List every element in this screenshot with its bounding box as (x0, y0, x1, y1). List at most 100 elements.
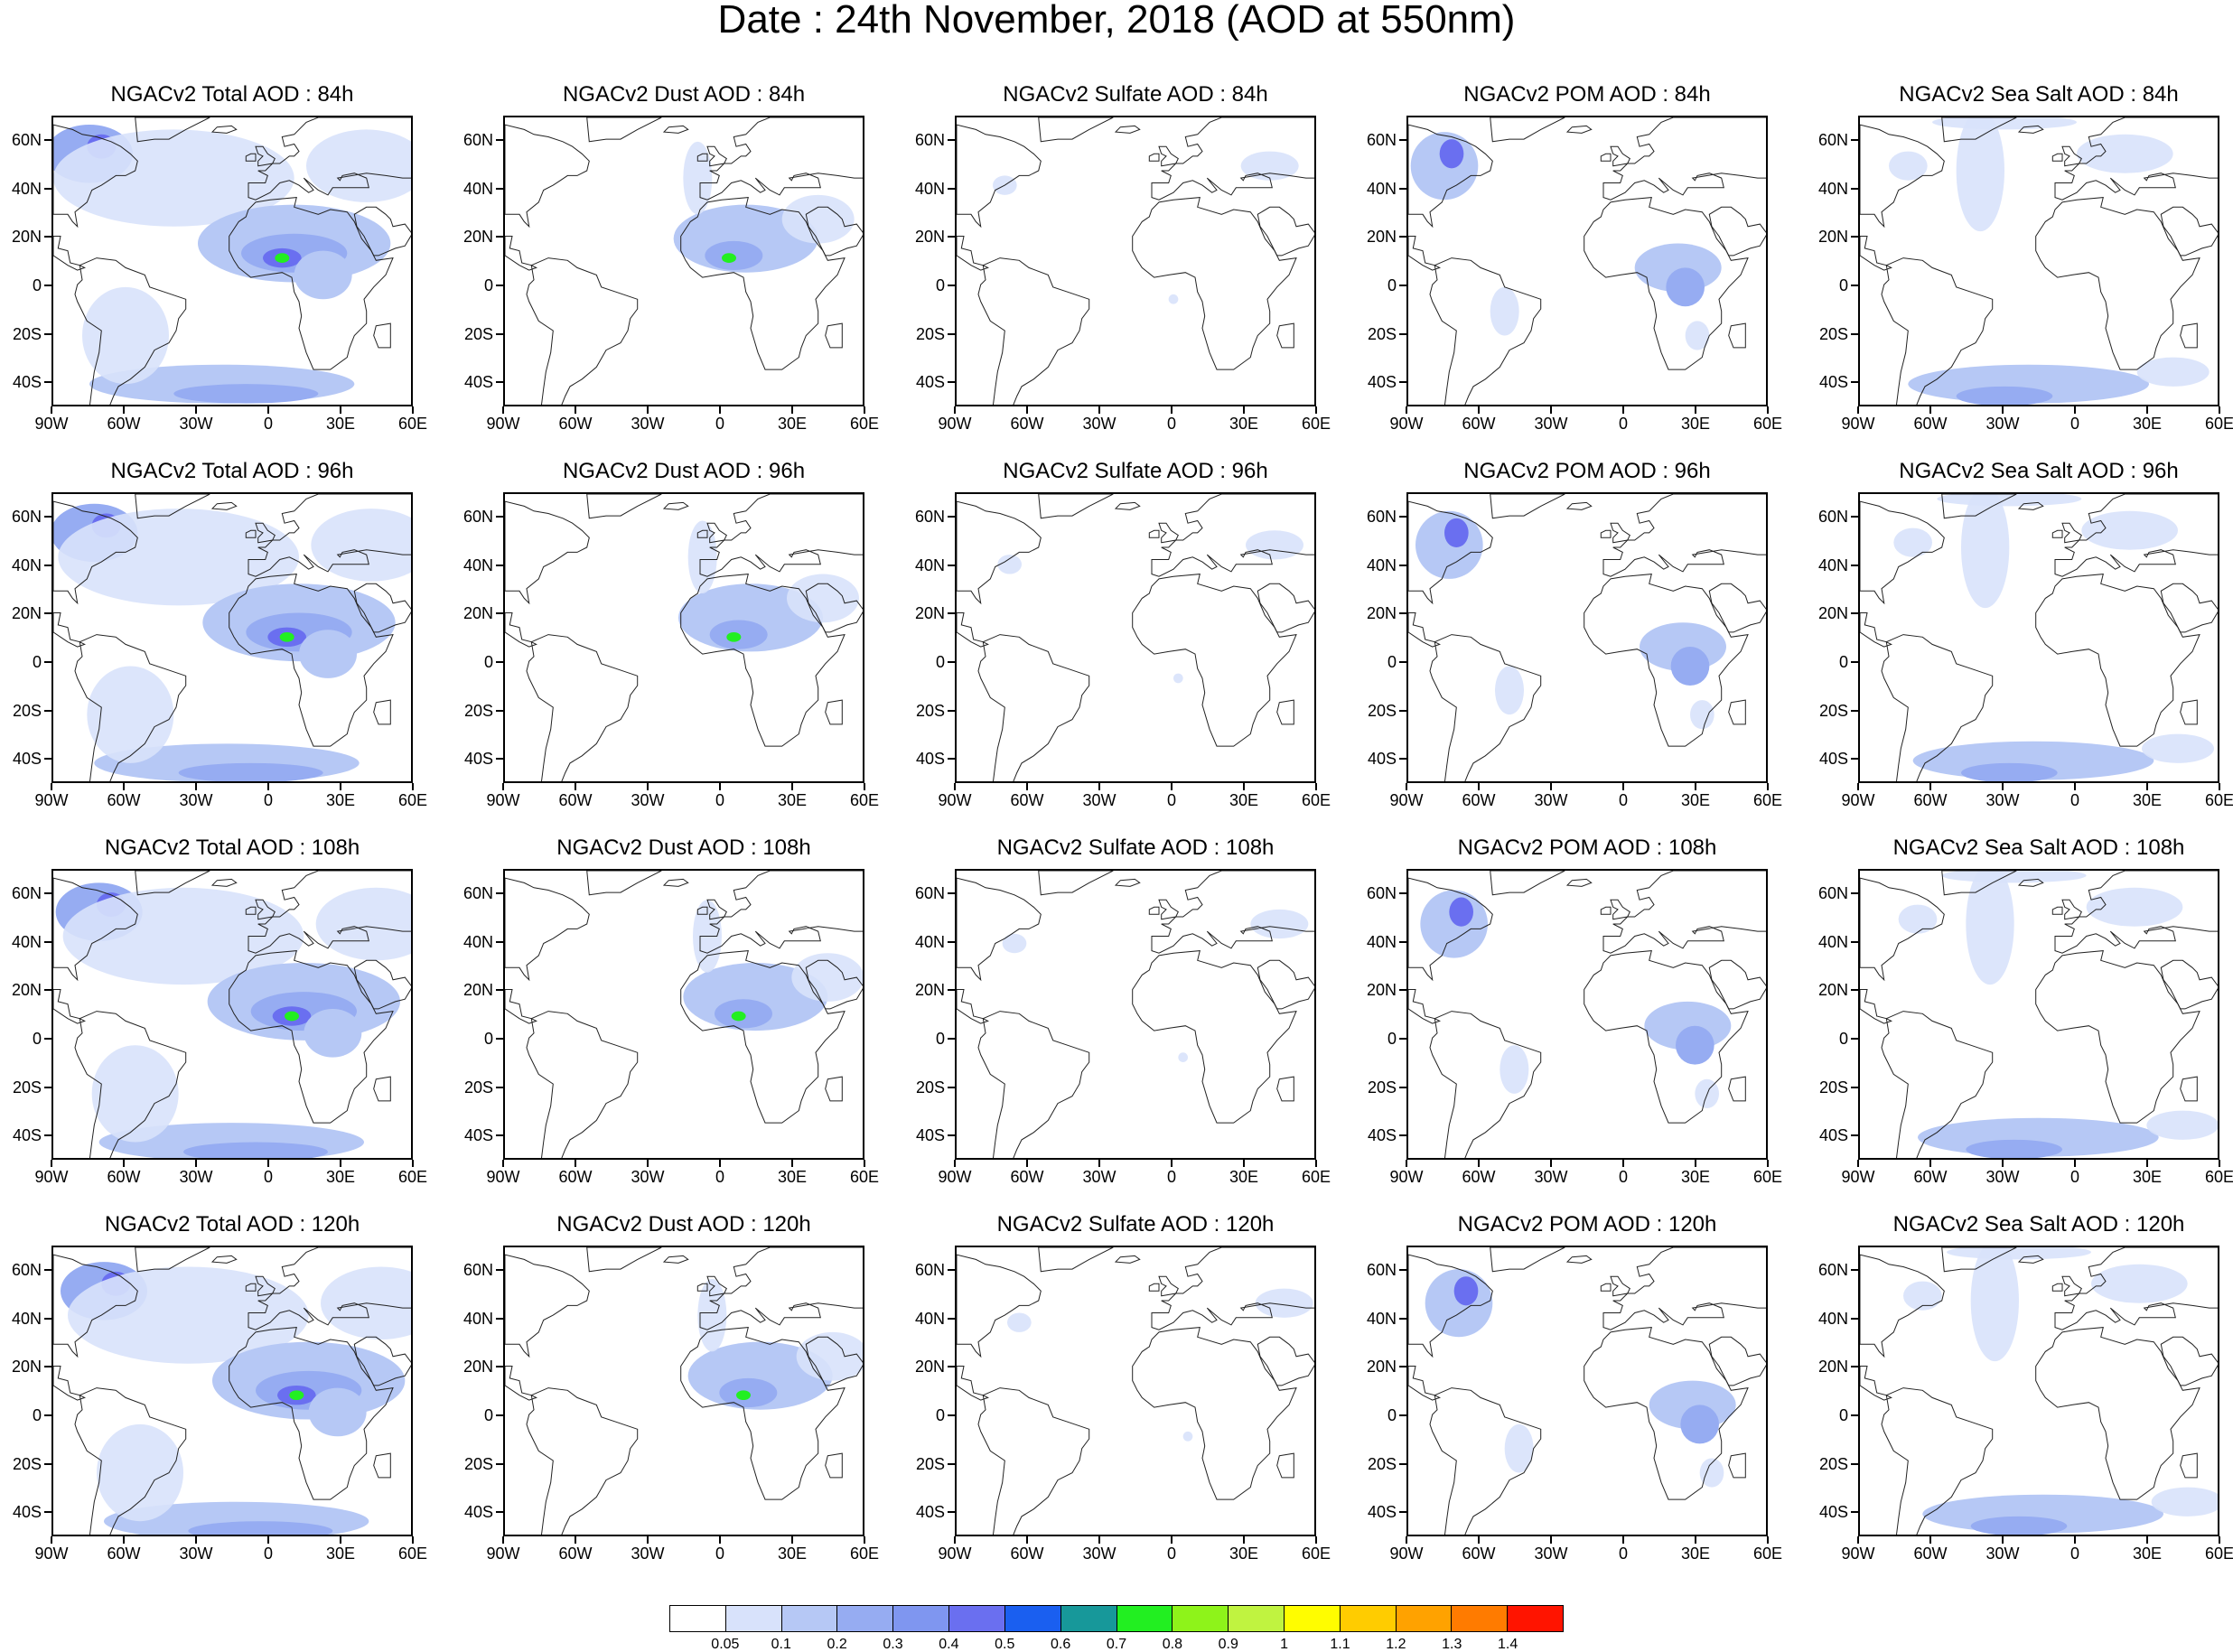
lon-tick (647, 1160, 649, 1167)
lon-tick (1550, 1160, 1552, 1167)
coastline-arabia (353, 959, 411, 1010)
colorbar-label: 0.9 (1218, 1637, 1238, 1652)
coastline-south-america (526, 634, 639, 781)
lat-tick-label: 40S (12, 1126, 42, 1145)
lat-tick (948, 612, 955, 615)
lon-tick (1171, 1160, 1173, 1167)
lat-tick-label: 0 (1838, 1405, 1848, 1424)
map-canvas (53, 117, 411, 405)
lon-tick-label: 30E (325, 1545, 356, 1563)
map-frame (1858, 1246, 2219, 1536)
lat-tick (1399, 564, 1406, 566)
colorbar-label: 0.05 (711, 1637, 740, 1652)
lon-tick-label: 60E (1301, 791, 1331, 809)
map-frame (955, 1246, 1316, 1536)
coastline-greenland (135, 1247, 210, 1273)
coastline-south-america (977, 1387, 1090, 1535)
lat-tick-label: 0 (1387, 652, 1397, 671)
map-panel-sea-salt-0: NGACv2 Sea Salt AOD : 84h 60N 40N 20N 0 20S 40… (1808, 81, 2233, 452)
lon-tick (1406, 1536, 1407, 1544)
coastline-iberia-europe (248, 1247, 411, 1330)
map-panel-dust-2: NGACv2 Dust AOD : 108h 60N 40N 20N 0 20S 40S 90… (453, 835, 905, 1205)
coastline-iberia-europe (248, 871, 411, 954)
map-canvas (505, 117, 863, 405)
coastline-iceland (210, 1255, 238, 1264)
colorbar-swatch (1284, 1606, 1341, 1631)
colorbar-label: 0.4 (939, 1637, 959, 1652)
colorbar-label: 1.4 (1498, 1637, 1518, 1652)
coastline-iberia-europe (1602, 117, 1766, 201)
lon-tick-label: 30E (1229, 1168, 1259, 1186)
lat-tick (44, 381, 51, 384)
lon-tick (1315, 783, 1317, 790)
lat-tick (44, 138, 51, 141)
lon-tick-label: 60W (1913, 1168, 1948, 1186)
lat-tick (44, 187, 51, 190)
lat-tick (1399, 1462, 1406, 1465)
lat-tick-label: 40N (462, 179, 493, 198)
aod-plume-light (1168, 294, 1179, 304)
aod-plume-light (53, 129, 294, 227)
coastline-madagascar (373, 699, 391, 725)
coastline-greenland (1490, 1247, 1565, 1273)
lon-tick-label: 30W (1082, 1545, 1116, 1563)
coastline-madagascar (1276, 322, 1294, 349)
lon-tick (719, 783, 721, 790)
colorbar-swatch (1396, 1606, 1453, 1631)
coastline-madagascar (1728, 699, 1746, 725)
lon-tick (1929, 406, 1931, 414)
aod-plume-light (62, 887, 304, 985)
lat-tick (1851, 1511, 1858, 1514)
coastline-iceland (210, 501, 238, 510)
lat-tick-label: 20N (914, 981, 945, 1000)
coastline-greenland (1941, 117, 2017, 143)
lat-tick (1851, 515, 1858, 518)
coastline-africa (1132, 197, 1297, 370)
lat-tick (1851, 660, 1858, 663)
coastline-madagascar (1276, 699, 1294, 725)
coastline-madagascar (1276, 1076, 1294, 1102)
lon-tick (1171, 783, 1173, 790)
coastline-africa (2035, 1327, 2200, 1500)
coastline-greenland (1490, 117, 1565, 143)
lat-tick (496, 709, 503, 712)
lat-tick-label: 60N (914, 130, 945, 149)
lat-tick-label: 40N (462, 555, 493, 574)
lon-tick-label: 60E (2204, 415, 2233, 433)
coastline-arabia (1708, 959, 1766, 1010)
lat-tick-label: 40N (1817, 932, 1848, 951)
coastline-africa (229, 197, 394, 370)
lon-tick (1767, 406, 1769, 414)
coastline-britain (706, 145, 727, 167)
lat-tick (496, 1086, 503, 1088)
lon-tick (864, 783, 865, 790)
lat-tick-label: 60N (914, 507, 945, 526)
lon-tick-label: 30W (631, 1168, 665, 1186)
lon-tick (864, 1160, 865, 1167)
map-canvas (1860, 1247, 2218, 1535)
figure-title: Date : 24th November, 2018 (AOD at 550nm… (717, 0, 1516, 42)
lat-tick (44, 1317, 51, 1320)
lat-tick-label: 20N (1366, 1358, 1397, 1377)
coastline-greenland (135, 494, 210, 519)
lat-tick (496, 1268, 503, 1271)
lat-tick (44, 1511, 51, 1514)
lon-tick (1929, 1536, 1931, 1544)
lat-tick-label: 20N (1817, 1358, 1848, 1377)
lon-tick-label: 90W (938, 1168, 972, 1186)
lon-tick-label: 30W (179, 415, 213, 433)
lat-tick (948, 236, 955, 238)
lon-tick (267, 406, 269, 414)
lon-tick (1243, 406, 1245, 414)
aod-plume-light (1246, 530, 1303, 560)
panel-title: NGACv2 Sea Salt AOD : 108h (1892, 835, 2185, 860)
lon-tick (1406, 406, 1407, 414)
coastline-arabia (805, 583, 863, 633)
lon-tick-label: 30W (1082, 1168, 1116, 1186)
lat-tick-label: 0 (32, 1029, 42, 1048)
lat-tick (948, 564, 955, 566)
coastline-arabia (1257, 206, 1314, 257)
colorbar-swatch (1060, 1606, 1117, 1631)
aod-plume-light (1941, 871, 2087, 883)
lon-tick (791, 1536, 793, 1544)
